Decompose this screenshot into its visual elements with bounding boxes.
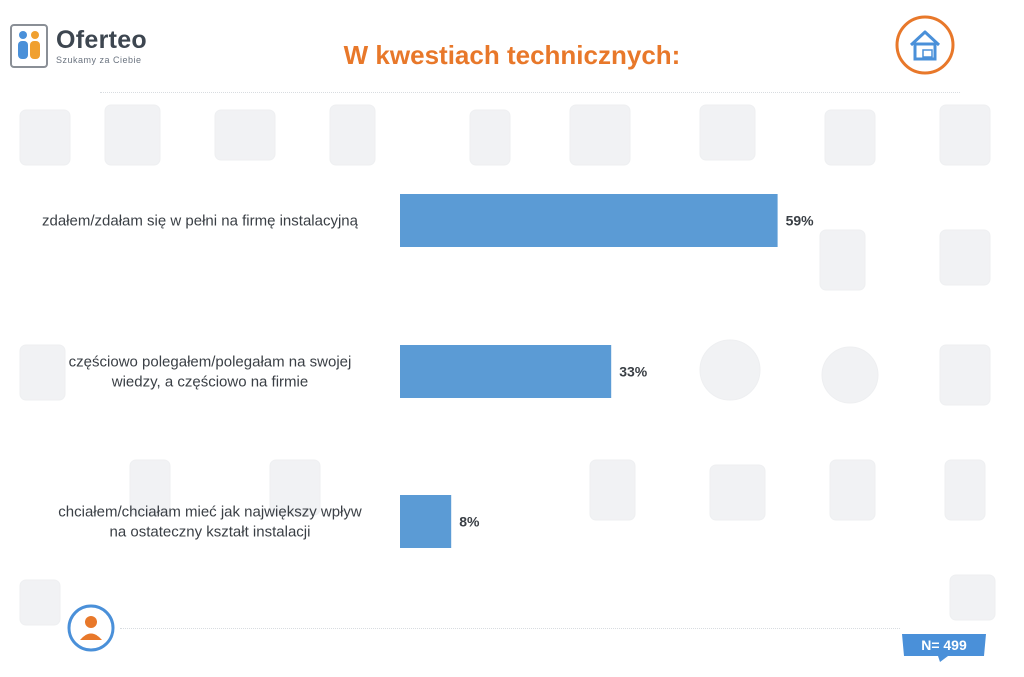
header-divider — [100, 92, 960, 93]
sample-size-badge: N= 499 — [902, 634, 986, 662]
logo-tagline: Szukamy za Ciebie — [56, 54, 142, 65]
oferteo-logo[interactable]: Oferteo Szukamy za Ciebie — [10, 24, 147, 68]
value-label-1: 59% — [786, 213, 815, 229]
house-icon — [895, 15, 955, 75]
logo-people-icon — [10, 24, 48, 68]
bar-3 — [400, 495, 452, 548]
value-label-2: 33% — [619, 364, 648, 380]
person-icon — [67, 604, 115, 652]
category-label-1: zdałem/zdałam się w pełni na firmę insta… — [42, 213, 359, 230]
footer-divider — [120, 628, 900, 629]
category-label-3: chciałem/chciałam mieć jak największy wp… — [58, 504, 362, 541]
logo-name: Oferteo — [56, 25, 148, 54]
category-label-2: częściowo polegałem/polegałam na swojej w… — [69, 354, 352, 391]
sample-size-text: N= 499 — [921, 637, 967, 653]
bar-2 — [400, 345, 612, 398]
value-label-3: 8% — [459, 514, 480, 530]
bar-1 — [400, 194, 778, 247]
page-title: W kwestiach technicznych: — [343, 40, 681, 70]
